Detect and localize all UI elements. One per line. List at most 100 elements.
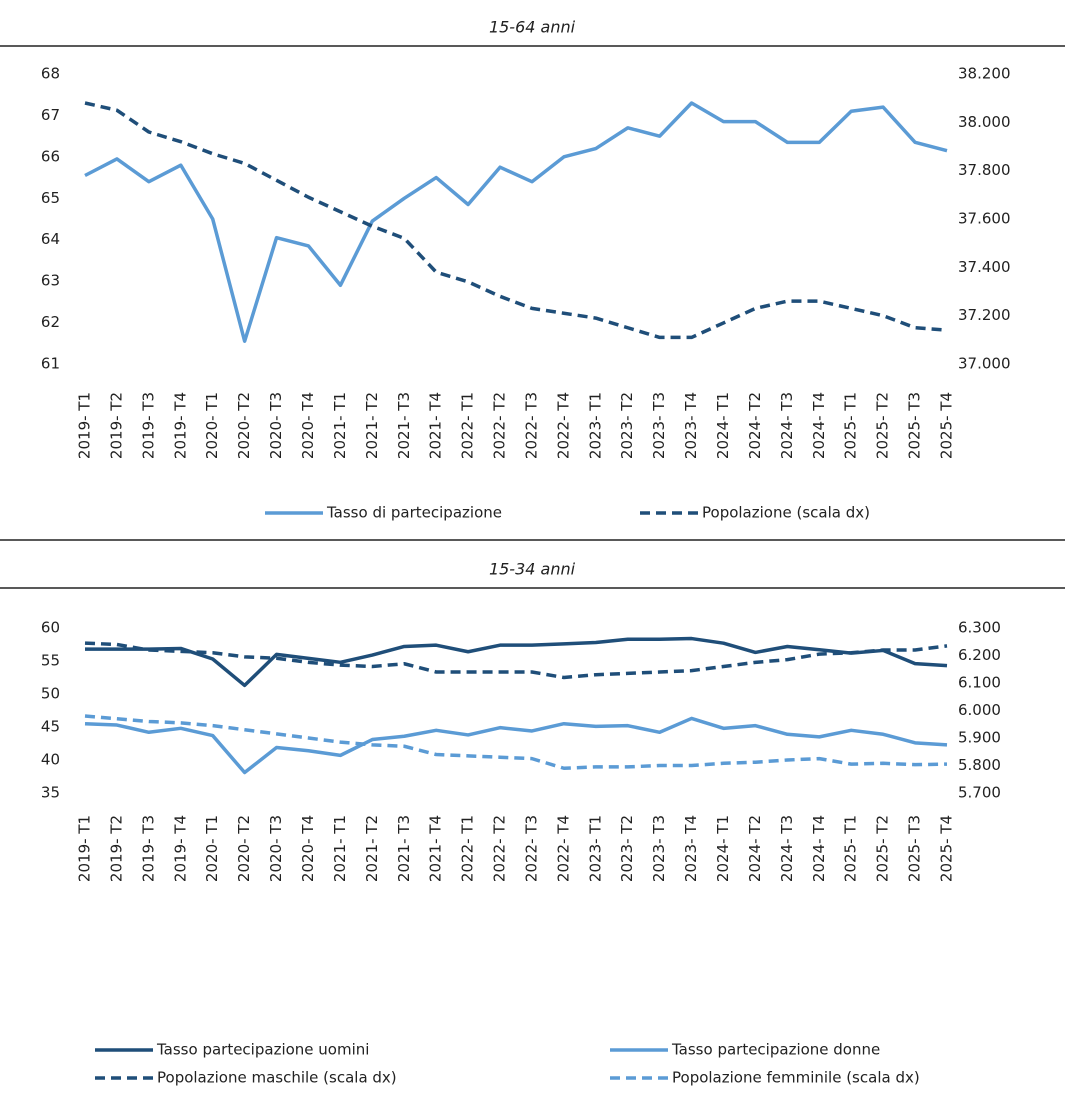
y2-tick-label: 6.000 (958, 701, 1001, 719)
y2-tick-label: 5.900 (958, 729, 1001, 747)
x-tick-label: 2025- T1 (842, 815, 860, 882)
x-tick-label: 2019- T2 (107, 815, 125, 882)
x-tick-label: 2025- T1 (842, 392, 860, 459)
x-tick-label: 2024- T4 (810, 815, 828, 882)
y2-tick-label: 37.400 (958, 258, 1011, 276)
x-tick-label: 2024- T1 (714, 815, 732, 882)
series-line (84, 101, 948, 340)
x-tick-label: 2022- T4 (554, 392, 572, 459)
x-tick-label: 2021- T2 (363, 815, 381, 882)
x-tick-label: 2021- T1 (331, 815, 349, 882)
x-tick-label: 2025- T4 (938, 815, 956, 882)
series-line (84, 716, 948, 775)
x-tick-label: 2019- T3 (139, 392, 157, 459)
x-tick-label: 2022- T3 (522, 815, 540, 882)
legend-label: Tasso partecipazione uomini (156, 1041, 369, 1059)
legend-label: Tasso partecipazione donne (671, 1041, 880, 1059)
legend-label: Popolazione maschile (scala dx) (157, 1069, 397, 1087)
x-tick-label: 2022- T1 (459, 815, 477, 882)
x-tick-label: 2021- T4 (427, 815, 445, 882)
x-tick-label: 2020- T2 (235, 815, 253, 882)
y2-tick-label: 37.800 (958, 161, 1011, 179)
x-tick-label: 2019- T1 (76, 392, 94, 459)
x-tick-label: 2021- T3 (395, 392, 413, 459)
y-tick-label: 68 (41, 65, 60, 83)
x-tick-label: 2024- T4 (810, 392, 828, 459)
x-tick-label: 2020- T1 (203, 392, 221, 459)
x-tick-label: 2021- T2 (363, 392, 381, 459)
x-tick-label: 2019- T4 (171, 392, 189, 459)
x-tick-label: 2024- T1 (714, 392, 732, 459)
x-tick-label: 2022- T4 (554, 815, 572, 882)
x-tick-label: 2020- T4 (299, 815, 317, 882)
y-tick-label: 50 (41, 685, 60, 703)
y2-tick-label: 6.300 (958, 619, 1001, 637)
y2-tick-label: 37.200 (958, 306, 1011, 324)
series-line (85, 636, 948, 688)
x-tick-label: 2024- T3 (778, 392, 796, 459)
x-tick-label: 2023- T3 (650, 392, 668, 459)
y-tick-label: 60 (41, 619, 60, 637)
y-tick-label: 45 (41, 718, 60, 736)
x-tick-label: 2021- T4 (427, 392, 445, 459)
x-tick-label: 2019- T3 (139, 815, 157, 882)
y2-tick-label: 5.700 (958, 784, 1001, 802)
series-line (84, 714, 948, 770)
x-tick-label: 2020- T4 (299, 392, 317, 459)
x-tick-label: 2023- T4 (682, 392, 700, 459)
x-tick-label: 2021- T3 (395, 815, 413, 882)
y2-tick-label: 6.200 (958, 646, 1001, 664)
y-tick-label: 66 (41, 147, 60, 165)
x-tick-label: 2023- T1 (586, 392, 604, 459)
x-tick-label: 2020- T3 (267, 392, 285, 459)
x-tick-label: 2019- T2 (107, 392, 125, 459)
series-line (84, 641, 948, 680)
y2-tick-label: 38.200 (958, 65, 1011, 83)
x-tick-label: 2019- T1 (76, 815, 94, 882)
y2-tick-label: 6.100 (958, 674, 1001, 692)
y2-tick-label: 38.000 (958, 113, 1011, 131)
x-tick-label: 2020- T1 (203, 815, 221, 882)
y-tick-label: 62 (41, 313, 60, 331)
chart-title: 15-64 anni (489, 18, 576, 37)
y-tick-label: 40 (41, 751, 60, 769)
y-tick-label: 63 (41, 272, 60, 290)
x-tick-label: 2025- T3 (906, 392, 924, 459)
x-tick-label: 2025- T4 (938, 392, 956, 459)
x-tick-label: 2020- T3 (267, 815, 285, 882)
y-tick-label: 65 (41, 189, 60, 207)
y2-tick-label: 5.800 (958, 756, 1001, 774)
x-tick-label: 2024- T2 (746, 815, 764, 882)
legend-label: Tasso di partecipazione (326, 504, 502, 522)
chart-title: 15-34 anni (489, 560, 576, 579)
x-tick-label: 2023- T3 (650, 815, 668, 882)
series-line (84, 101, 948, 343)
y-tick-label: 67 (41, 106, 60, 124)
x-tick-label: 2022- T2 (491, 815, 509, 882)
y2-tick-label: 37.000 (958, 355, 1011, 373)
y-tick-label: 35 (41, 784, 60, 802)
x-tick-label: 2022- T1 (459, 392, 477, 459)
x-tick-label: 2025- T3 (906, 815, 924, 882)
x-tick-label: 2025- T2 (874, 815, 892, 882)
x-tick-label: 2023- T2 (618, 392, 636, 459)
legend-label: Popolazione femminile (scala dx) (672, 1069, 920, 1087)
x-tick-label: 2021- T1 (331, 392, 349, 459)
x-tick-label: 2024- T2 (746, 392, 764, 459)
x-tick-label: 2023- T1 (586, 815, 604, 882)
y-tick-label: 64 (41, 230, 60, 248)
x-tick-label: 2023- T2 (618, 815, 636, 882)
x-tick-label: 2024- T3 (778, 815, 796, 882)
x-tick-label: 2020- T2 (235, 392, 253, 459)
x-tick-label: 2023- T4 (682, 815, 700, 882)
legend-label: Popolazione (scala dx) (702, 504, 870, 522)
x-tick-label: 2022- T2 (491, 392, 509, 459)
y-tick-label: 55 (41, 652, 60, 670)
y-tick-label: 61 (41, 355, 60, 373)
y2-tick-label: 37.600 (958, 210, 1011, 228)
x-tick-label: 2019- T4 (171, 815, 189, 882)
x-tick-label: 2022- T3 (522, 392, 540, 459)
x-tick-label: 2025- T2 (874, 392, 892, 459)
